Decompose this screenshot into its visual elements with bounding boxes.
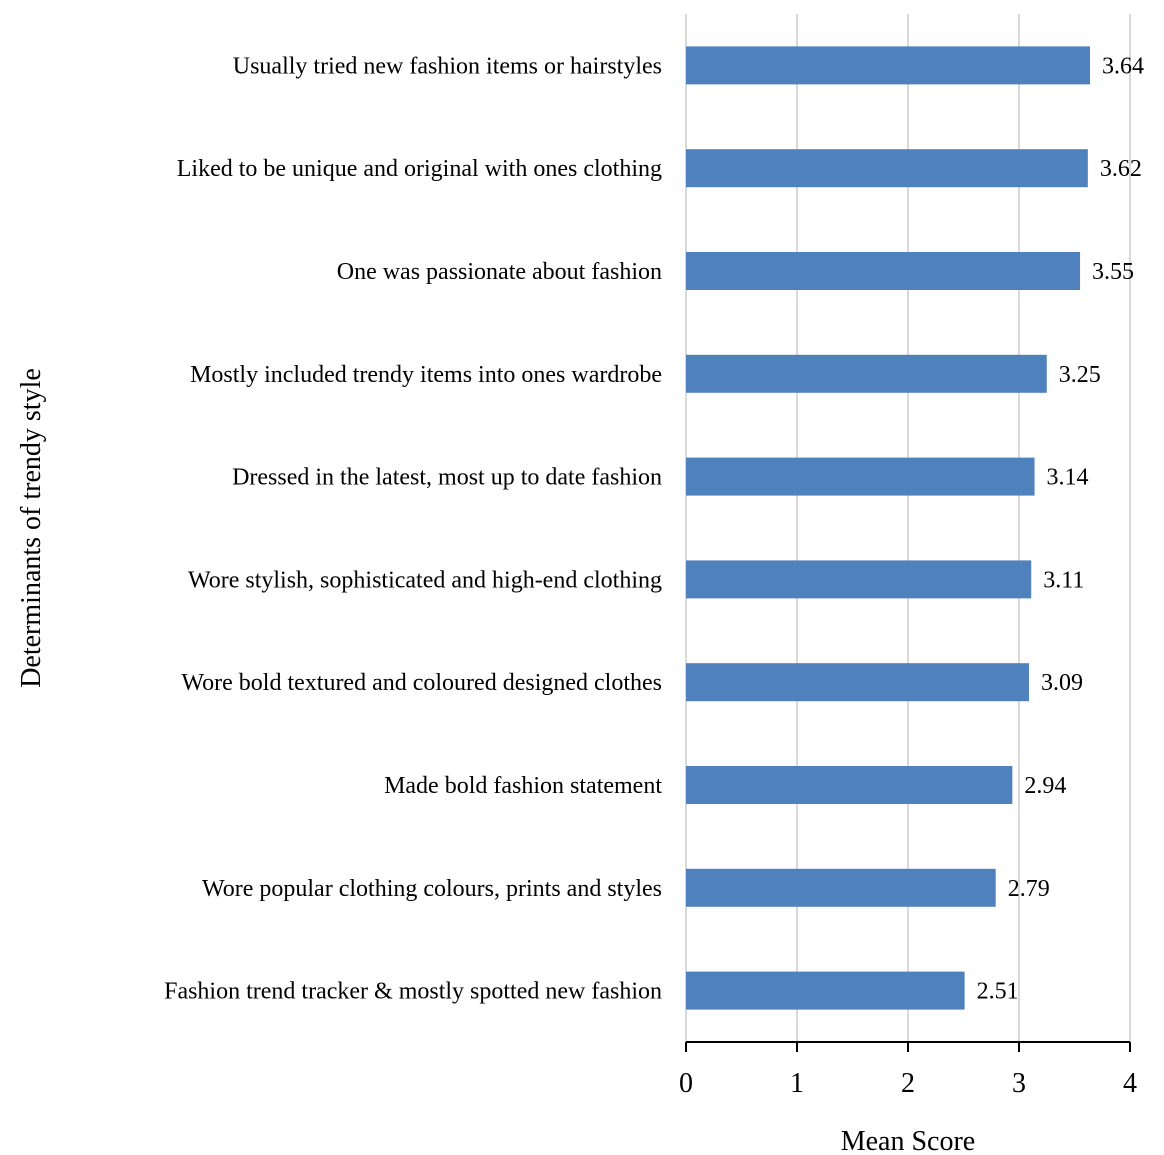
data-label: 3.62 [1100, 156, 1142, 182]
x-axis: 0 1 2 3 4 [679, 1041, 1137, 1099]
bar [686, 354, 1047, 393]
category-label: Mostly included trendy items into ones w… [190, 362, 662, 388]
category-label: Made bold fashion statement [384, 773, 662, 799]
category-label: Fashion trend tracker & mostly spotted n… [164, 979, 662, 1005]
bar [686, 868, 996, 907]
x-tick-label: 0 [679, 1068, 693, 1099]
category-label: Usually tried new fashion items or hairs… [233, 53, 662, 79]
category-label: Liked to be unique and original with one… [177, 156, 662, 182]
x-tick-label: 1 [790, 1068, 804, 1099]
data-label: 3.25 [1059, 362, 1101, 388]
category-label: Wore stylish, sophisticated and high-end… [188, 567, 662, 593]
bar [686, 46, 1091, 85]
category-label: One was passionate about fashion [337, 259, 662, 285]
bar [686, 766, 1013, 804]
data-label: 2.51 [977, 979, 1019, 1005]
bar [686, 663, 1029, 702]
category-label: Wore popular clothing colours, prints an… [202, 876, 662, 902]
bar [686, 560, 1032, 599]
bar [686, 252, 1081, 290]
bars [686, 46, 1091, 1010]
x-axis-title: Mean Score [841, 1126, 976, 1155]
bar [686, 149, 1088, 188]
category-label: Dressed in the latest, most up to date f… [232, 465, 662, 491]
bar [686, 971, 965, 1010]
x-tick-label: 3 [1012, 1068, 1026, 1099]
category-label: Wore bold textured and coloured designed… [181, 670, 662, 696]
data-label: 2.79 [1008, 876, 1050, 902]
data-label: 3.64 [1102, 53, 1144, 79]
x-tick-label: 4 [1123, 1068, 1137, 1099]
x-tick-label: 2 [901, 1068, 915, 1099]
data-label: 3.11 [1043, 567, 1084, 593]
bar [686, 457, 1035, 496]
data-label: 2.94 [1024, 773, 1066, 799]
data-label: 3.09 [1041, 670, 1083, 696]
data-label: 3.55 [1092, 259, 1134, 285]
data-label: 3.14 [1047, 465, 1089, 491]
y-axis-title: Determinants of trendy style [16, 368, 47, 688]
labels: Usually tried new fashion items or hairs… [164, 53, 1144, 1004]
